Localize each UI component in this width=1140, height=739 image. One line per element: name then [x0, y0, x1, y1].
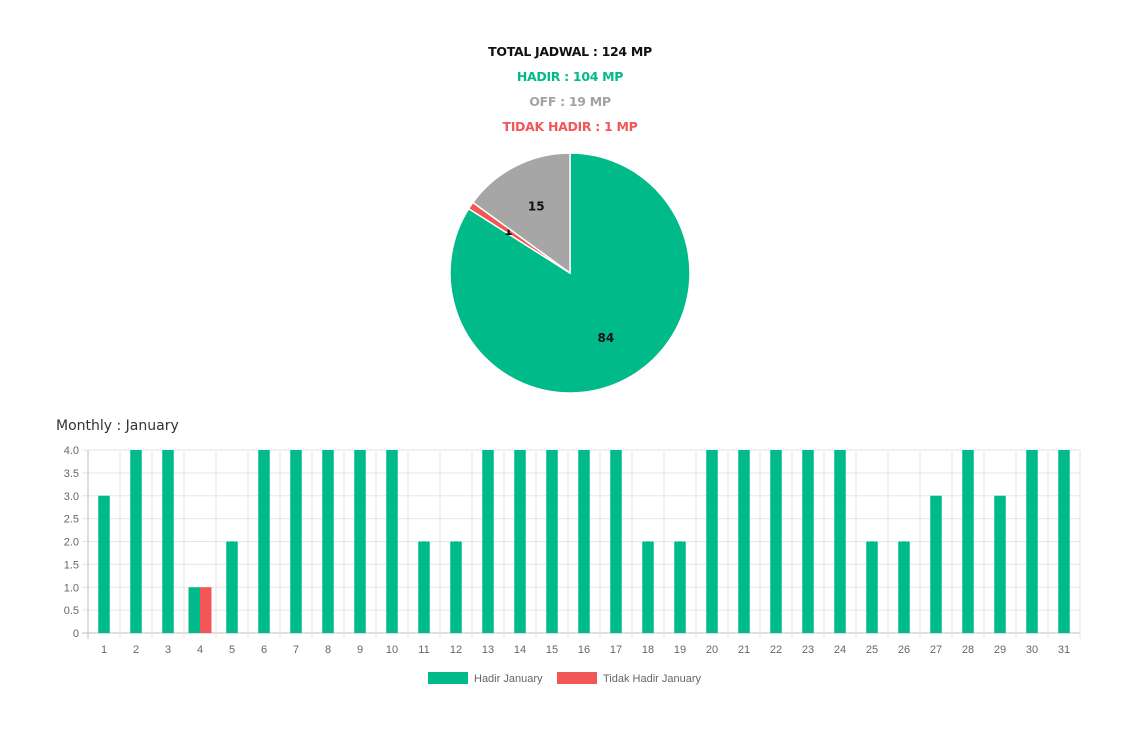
y-tick-label: 4.0	[64, 445, 79, 457]
bar-hadir-day-6	[258, 450, 270, 633]
bar-hadir-day-27	[930, 495, 942, 633]
x-tick-label: 30	[1026, 644, 1038, 656]
y-tick-label: 3.0	[64, 491, 79, 503]
y-tick-label: 1.0	[64, 582, 79, 594]
bar-hadir-day-14	[514, 450, 526, 633]
bar-hadir-day-20	[706, 450, 718, 633]
monthly-title: Monthly : January	[56, 418, 179, 434]
x-tick-label: 20	[706, 644, 718, 656]
y-tick-label: 0	[73, 628, 79, 640]
x-tick-label: 24	[834, 644, 846, 656]
bar-hadir-day-3	[162, 450, 174, 633]
x-tick-label: 21	[738, 644, 750, 656]
pie-label-tidak-hadir: 1	[504, 224, 512, 238]
x-tick-label: 16	[578, 644, 590, 656]
summary-hadir: HADIR : 104 MP	[516, 69, 624, 84]
bar-hadir-day-11	[418, 541, 430, 633]
x-tick-label: 8	[325, 644, 331, 656]
x-tick-label: 13	[482, 644, 494, 656]
x-tick-label: 17	[610, 644, 622, 656]
pie-slice-off	[471, 152, 571, 275]
x-tick-label: 11	[418, 644, 429, 656]
x-tick-label: 22	[770, 644, 782, 656]
legend-label-hadir[interactable]: Hadir January	[474, 673, 543, 685]
bar-hadir-day-17	[610, 450, 622, 633]
x-tick-label: 26	[898, 644, 910, 656]
bar-hadir-day-30	[1026, 450, 1038, 633]
bar-hadir-day-4	[188, 587, 200, 633]
bar-hadir-day-1	[98, 495, 110, 633]
y-tick-label: 2.0	[64, 537, 79, 549]
bar-hadir-day-18	[642, 541, 654, 633]
legend-label-tidak-hadir[interactable]: Tidak Hadir January	[603, 673, 702, 685]
x-tick-label: 2	[133, 644, 139, 656]
x-tick-label: 3	[165, 644, 171, 656]
x-tick-label: 23	[802, 644, 814, 656]
bar-hadir-day-22	[770, 450, 782, 633]
bar-hadir-day-29	[994, 495, 1006, 633]
bar-hadir-day-24	[834, 450, 846, 633]
x-tick-label: 29	[994, 644, 1006, 656]
pie-label-hadir: 84	[597, 331, 614, 345]
legend-swatch-hadir[interactable]	[428, 672, 468, 684]
x-tick-label: 18	[642, 644, 654, 656]
x-tick-label: 28	[962, 644, 974, 656]
x-tick-label: 7	[293, 644, 299, 656]
bar-hadir-day-15	[546, 450, 558, 633]
x-tick-label: 31	[1058, 644, 1070, 656]
chart-legend[interactable]: Hadir January Tidak Hadir January	[428, 672, 702, 685]
legend-swatch-tidak-hadir[interactable]	[557, 672, 597, 684]
bar-hadir-day-23	[802, 450, 814, 633]
bar-hadir-day-12	[450, 541, 462, 633]
x-tick-label: 4	[197, 644, 203, 656]
summary-tidak-hadir: TIDAK HADIR : 1 MP	[502, 119, 638, 134]
bar-hadir-day-31	[1058, 450, 1070, 633]
y-tick-label: 0.5	[64, 605, 79, 617]
bar-hadir-day-28	[962, 450, 974, 633]
y-tick-label: 2.5	[64, 514, 79, 526]
summary-total: TOTAL JADWAL : 124 MP	[488, 44, 652, 59]
x-tick-label: 27	[930, 644, 942, 656]
y-tick-label: 3.5	[64, 468, 79, 480]
bar-hadir-day-19	[674, 541, 686, 633]
bar-hadir-day-21	[738, 450, 750, 633]
bar-hadir-day-25	[866, 541, 878, 633]
bar-hadir-day-5	[226, 541, 238, 633]
x-tick-label: 10	[386, 644, 398, 656]
bar-hadir-day-8	[322, 450, 334, 633]
bar-hadir-day-2	[130, 450, 142, 633]
monthly-bar-chart: 00.51.01.52.02.53.03.54.01 2 3 4 5 6 7 8 9 10 11 12…	[64, 445, 1081, 685]
bar-hadir-day-26	[898, 541, 910, 633]
bar-hadir-day-9	[354, 450, 366, 633]
attendance-pie-chart: 84 1 15	[449, 152, 691, 394]
bar-hadir-day-16	[578, 450, 590, 633]
y-tick-label: 1.5	[64, 559, 79, 571]
x-tick-label: 5	[229, 644, 235, 656]
x-tick-label: 19	[674, 644, 686, 656]
bar-hadir-day-7	[290, 450, 302, 633]
bar-hadir-day-13	[482, 450, 494, 633]
x-tick-label: 6	[261, 644, 267, 656]
x-tick-label: 14	[514, 644, 526, 656]
x-tick-label: 15	[546, 644, 558, 656]
x-tick-label: 1	[101, 644, 107, 656]
x-tick-label: 12	[450, 644, 462, 656]
summary-off: OFF : 19 MP	[529, 94, 611, 109]
bar-tidak-hadir-day-4	[200, 587, 212, 633]
pie-label-off: 15	[528, 200, 545, 214]
bar-hadir-day-10	[386, 450, 398, 633]
x-tick-label: 9	[357, 644, 363, 656]
x-tick-label: 25	[866, 644, 878, 656]
